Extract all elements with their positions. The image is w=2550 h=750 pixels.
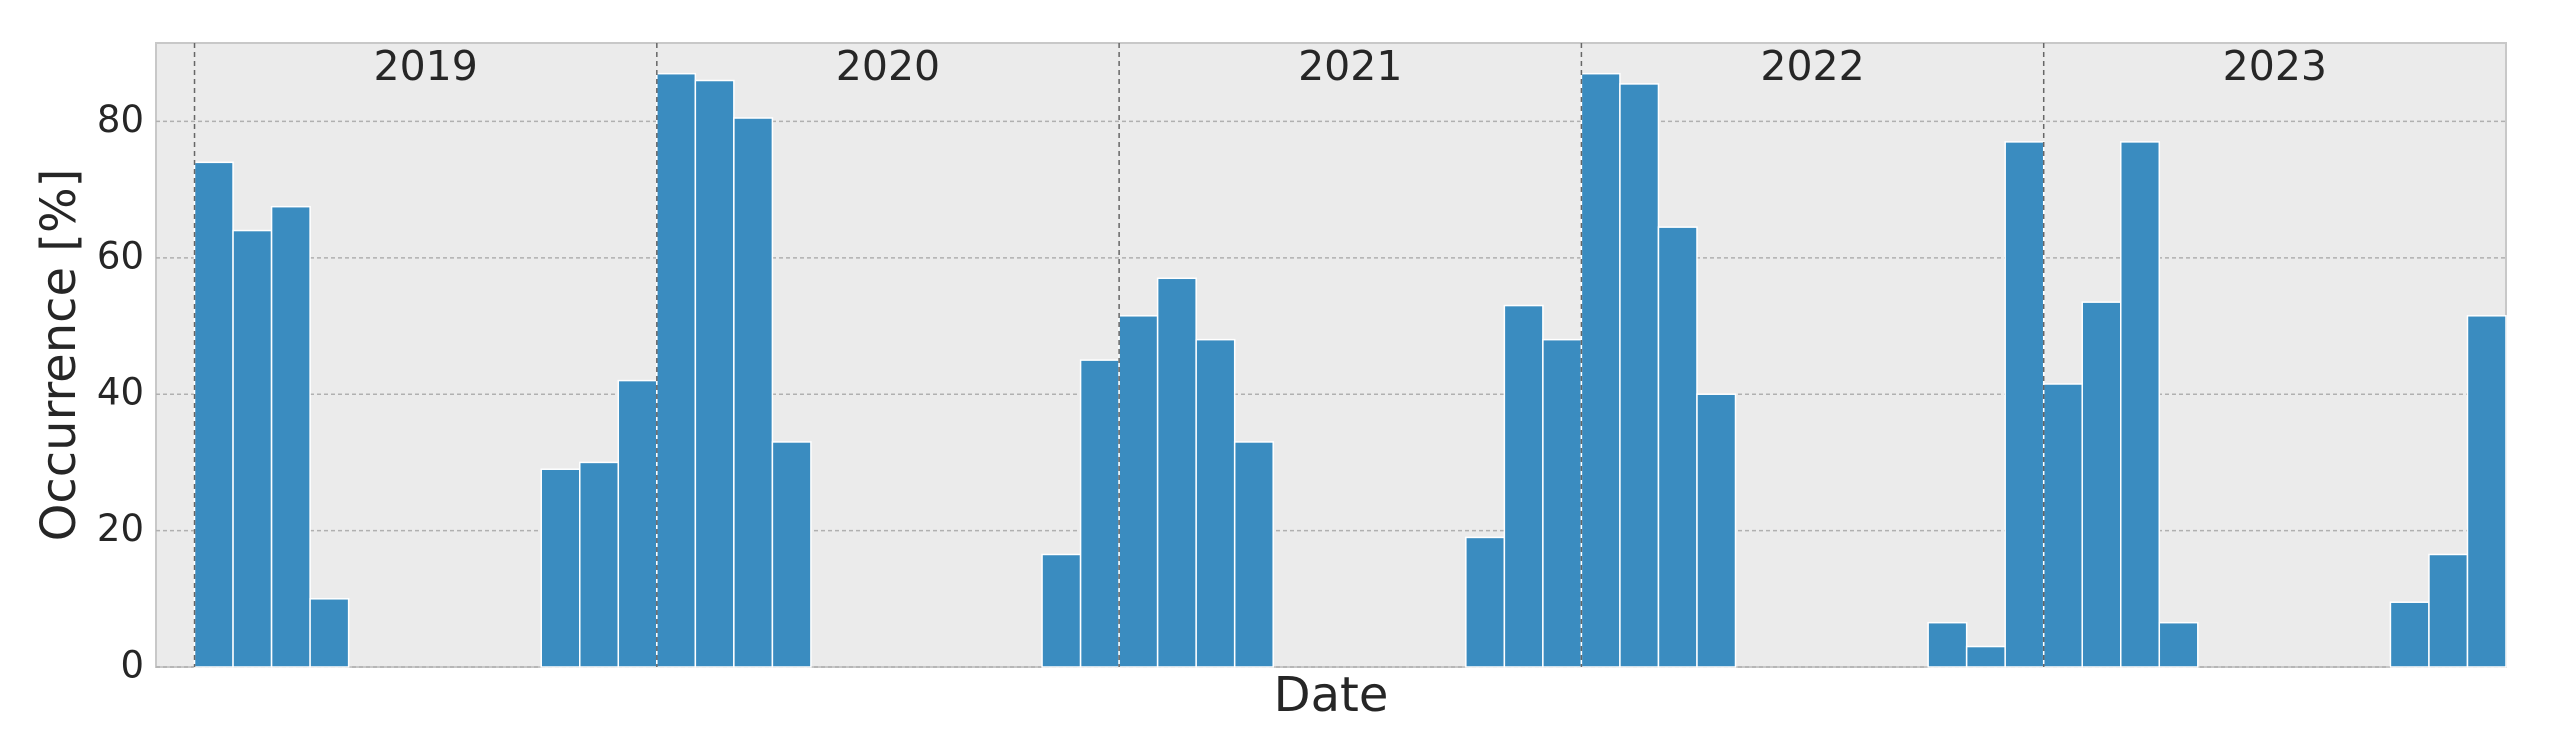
bar bbox=[733, 117, 774, 668]
bar bbox=[193, 161, 234, 668]
bar bbox=[2389, 601, 2430, 668]
y-tick-label: 80 bbox=[97, 98, 144, 141]
bar bbox=[694, 79, 735, 668]
bar bbox=[1965, 645, 2006, 668]
year-label: 2020 bbox=[836, 42, 940, 90]
bar bbox=[1503, 304, 1544, 668]
bar bbox=[579, 461, 620, 668]
y-tick-label: 0 bbox=[120, 644, 144, 687]
bar bbox=[1696, 393, 1737, 668]
bar bbox=[2120, 141, 2161, 668]
bar bbox=[1233, 441, 1274, 668]
bar bbox=[1580, 72, 1621, 668]
y-tick-label: 20 bbox=[97, 507, 144, 550]
year-label: 2021 bbox=[1298, 42, 1402, 90]
bar bbox=[1927, 621, 1968, 668]
overlay: 2019 2020 2021 2022 2023 bbox=[193, 42, 2327, 667]
bar bbox=[232, 229, 273, 668]
bar bbox=[656, 72, 697, 668]
y-tick-label: 40 bbox=[97, 371, 144, 414]
bar bbox=[2428, 553, 2469, 668]
year-label: 2019 bbox=[374, 42, 478, 90]
bar bbox=[309, 598, 350, 668]
bar bbox=[2466, 315, 2507, 668]
bar bbox=[1542, 338, 1583, 668]
x-axis-label: Date bbox=[1274, 667, 1389, 723]
bar bbox=[270, 205, 311, 668]
bar bbox=[1118, 315, 1159, 668]
bar bbox=[2158, 621, 2199, 668]
y-tick-label: 60 bbox=[97, 234, 144, 277]
bar bbox=[771, 441, 812, 668]
bar bbox=[1041, 553, 1082, 668]
bar bbox=[1195, 338, 1236, 668]
bar bbox=[1657, 226, 1698, 668]
bar bbox=[2042, 383, 2083, 668]
bar bbox=[1465, 536, 1506, 668]
bar bbox=[1079, 359, 1120, 668]
year-label: 2022 bbox=[1760, 42, 1864, 90]
bar bbox=[2081, 301, 2122, 668]
bar bbox=[540, 468, 581, 668]
year-label: 2023 bbox=[2223, 42, 2327, 90]
y-axis-label: Occurrence [%] bbox=[31, 169, 87, 542]
bar bbox=[1156, 277, 1197, 668]
bar bbox=[2004, 141, 2045, 668]
bar bbox=[617, 379, 658, 668]
bar bbox=[1619, 83, 1660, 668]
